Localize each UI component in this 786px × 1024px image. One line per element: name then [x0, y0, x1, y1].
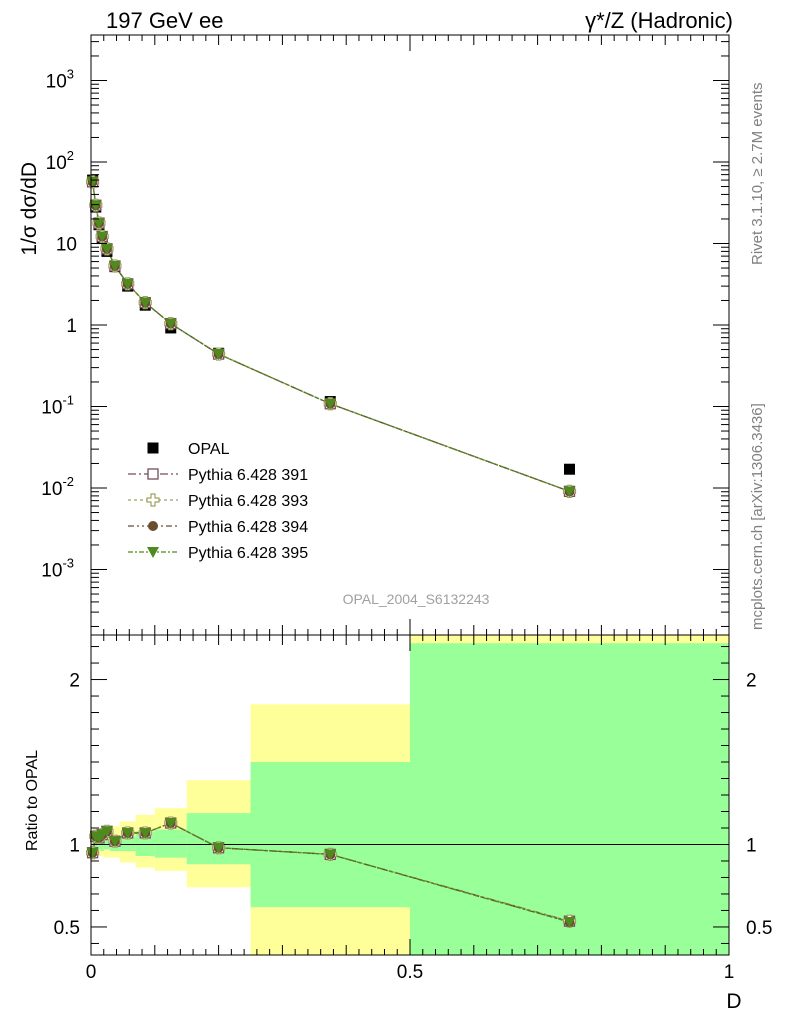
- rivet-version-label: Rivet 3.1.10, ≥ 2.7M events: [749, 83, 766, 266]
- mc-point: [121, 278, 134, 290]
- legend-label: Pythia 6.428 394: [188, 519, 308, 536]
- inner-uncertainty-band: [119, 836, 136, 852]
- main-y-tick-label: 10: [56, 235, 77, 256]
- mc-point: [108, 260, 121, 272]
- legend-label: Pythia 6.428 395: [188, 545, 308, 562]
- ratio-frame: [90, 634, 730, 956]
- mc-point: [92, 218, 105, 230]
- header-right-title: γ*/Z (Hadronic): [585, 8, 733, 33]
- legend-label: OPAL: [188, 441, 230, 458]
- ratio-point: [212, 842, 225, 854]
- main-axes: 10-3 10-2 10-1 1 10 102 103: [41, 35, 730, 635]
- inner-uncertainty-band: [154, 829, 187, 858]
- mc-point: [96, 231, 109, 243]
- mc-point: [563, 486, 576, 498]
- main-y-tick-label: 103: [46, 67, 74, 93]
- ratio-point: [139, 827, 152, 839]
- main-plot-marks: [85, 174, 577, 498]
- mc-point: [164, 318, 177, 330]
- x-axis-label: D: [726, 990, 741, 1013]
- legend-marker: [146, 493, 160, 507]
- mc-point: [139, 297, 152, 309]
- ratio-y-tick-label: 2: [69, 671, 80, 692]
- main-y-tick-label: 10-3: [41, 556, 74, 582]
- ratio-point: [100, 826, 113, 838]
- main-y-tick-label: 1: [66, 316, 77, 337]
- main-series-line: [91, 181, 570, 492]
- main-frame: [90, 34, 730, 636]
- ratio-y-tick-label: 0.5: [54, 918, 80, 939]
- header-left-title: 197 GeV ee: [106, 8, 223, 33]
- legend-label: Pythia 6.428 391: [188, 467, 308, 484]
- ratio-point: [563, 917, 576, 929]
- ratio-y-tick-label-right: 0.5: [746, 918, 772, 939]
- mc-point: [212, 349, 225, 361]
- ratio-point: [108, 836, 121, 848]
- ratio-y-axis-label: Ratio to OPAL: [24, 750, 41, 851]
- x-tick-label: 0.5: [397, 962, 423, 983]
- main-series-line: [91, 181, 570, 492]
- main-y-tick-label: 10-2: [41, 474, 74, 500]
- legend: OPAL Pythia 6.428 391 Pythia 6.428 393 Pyth…: [128, 441, 308, 562]
- ratio-y-tick-label-right: 1: [746, 835, 757, 856]
- main-panel: 10-3 10-2 10-1 1 10 102 103 1/σ dσ/dD OPAL_200…: [18, 34, 730, 636]
- ratio-y-tick-label: 1: [69, 835, 80, 856]
- main-y-tick-label: 102: [46, 148, 74, 174]
- main-series-line: [91, 181, 570, 492]
- legend-marker: [147, 547, 159, 558]
- ratio-plot-marks: [85, 816, 577, 929]
- mcplots-label: mcplots.cern.ch [arXiv:1306.3436]: [749, 403, 766, 630]
- mc-point: [89, 200, 102, 212]
- x-tick-label: 0: [86, 962, 97, 983]
- ratio-point: [164, 818, 177, 830]
- mc-point: [324, 398, 337, 410]
- ratio-point: [121, 827, 134, 839]
- legend-label: Pythia 6.428 393: [188, 493, 308, 510]
- x-tick-label: 1: [724, 962, 735, 983]
- ratio-point: [324, 849, 337, 861]
- ratio-uncertainty-bands: [91, 635, 729, 955]
- ratio-panel: 0.5 0.5 1 1 2 2 0 0.5 1 Ratio to OPAL D: [24, 634, 772, 1013]
- main-y-tick-label: 10-1: [41, 393, 74, 419]
- main-y-axis-label: 1/σ dσ/dD: [18, 162, 41, 256]
- inner-uncertainty-band: [186, 813, 251, 865]
- inner-uncertainty-band: [410, 643, 729, 955]
- legend-marker: [148, 521, 158, 531]
- mc-point: [100, 243, 113, 255]
- ratio-y-tick-label-right: 2: [746, 671, 757, 692]
- inner-uncertainty-band: [250, 762, 410, 908]
- data-point: [564, 463, 575, 475]
- ratio-point: [86, 847, 99, 859]
- main-series-line: [91, 181, 570, 492]
- legend-marker: [147, 442, 159, 454]
- legend-marker: [147, 468, 159, 480]
- analysis-watermark: OPAL_2004_S6132243: [343, 591, 490, 607]
